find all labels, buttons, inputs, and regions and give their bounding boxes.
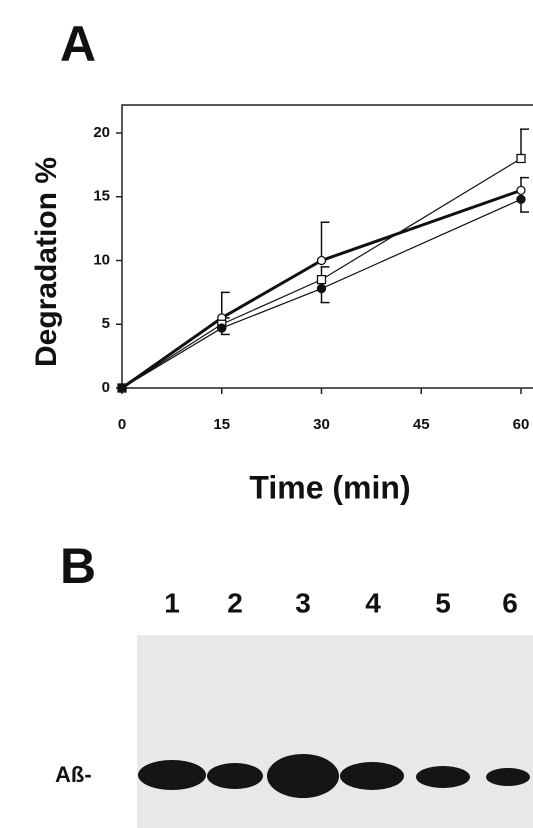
band [138, 760, 206, 790]
band-label: Aß- [55, 762, 92, 787]
marker [218, 324, 226, 332]
panel-label: A [60, 16, 96, 72]
y-tick-label: 0 [102, 379, 110, 396]
marker [517, 155, 525, 163]
y-tick-label: 10 [93, 251, 110, 268]
lane-label: 3 [295, 587, 311, 618]
marker [517, 186, 525, 194]
lane-label: 2 [227, 587, 243, 618]
marker [517, 195, 525, 203]
lane-label: 4 [365, 587, 381, 618]
y-tick-label: 5 [102, 315, 110, 332]
marker [118, 384, 126, 392]
panel-label: B [60, 538, 96, 594]
marker [318, 276, 326, 284]
blot-membrane [137, 635, 533, 828]
band [486, 768, 530, 786]
figure: A Time (min) Degradation % B Aß- 0510152… [0, 0, 533, 828]
x-axis-label: Time (min) [249, 469, 410, 505]
lane-label: 5 [435, 587, 451, 618]
lane-label: 6 [502, 587, 518, 618]
band [416, 766, 470, 788]
y-tick-label: 20 [93, 124, 110, 141]
x-tick-label: 45 [413, 416, 430, 433]
y-axis-label: Degradation % [30, 157, 63, 367]
page: {"chart_data": {"type": "line", "panel_l… [0, 0, 533, 828]
marker [318, 257, 326, 265]
x-tick-label: 15 [213, 416, 230, 433]
band [267, 754, 339, 798]
band [340, 762, 404, 790]
band [207, 763, 263, 789]
x-tick-label: 60 [513, 416, 530, 433]
x-tick-label: 30 [313, 416, 330, 433]
x-tick-label: 0 [118, 416, 126, 433]
marker [318, 285, 326, 293]
lane-label: 1 [164, 587, 180, 618]
y-tick-label: 15 [93, 188, 110, 205]
